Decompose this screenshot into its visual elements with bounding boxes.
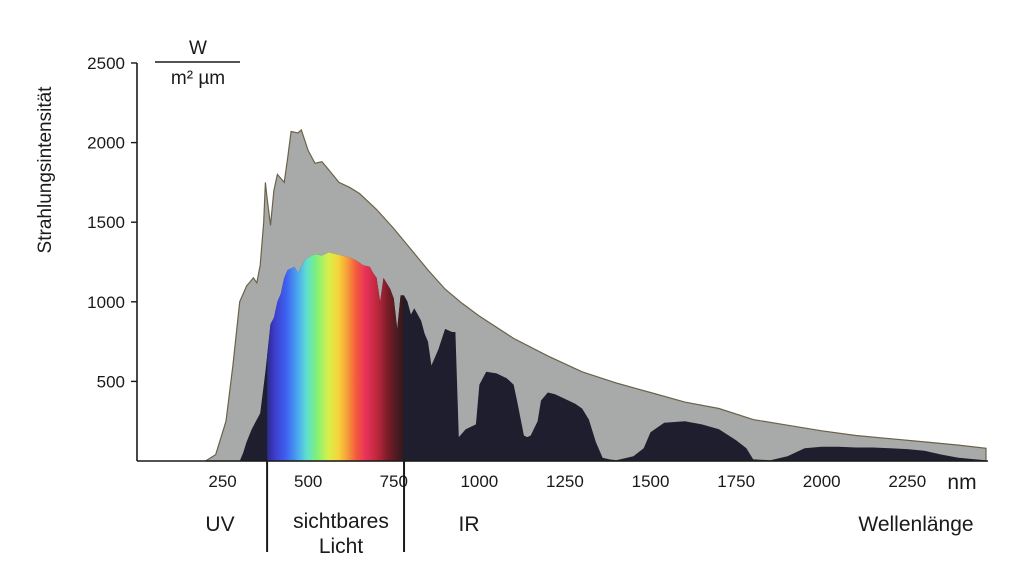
x-tick-label: 1750	[717, 472, 755, 491]
x-tick-label: 750	[380, 472, 408, 491]
x-unit-label: nm	[947, 471, 976, 494]
text-layer: Strahlungsintensität W m² µm nm Wellenlä…	[35, 38, 977, 558]
band-label-visible-line2: Licht	[319, 535, 364, 558]
surface-spectrum-area	[239, 252, 986, 461]
y-tick-label: 500	[97, 372, 125, 391]
band-label-uv: UV	[205, 513, 234, 536]
axes-layer	[131, 61, 988, 552]
x-tick-label: 1250	[546, 472, 584, 491]
x-axis-title: Wellenlänge	[858, 513, 973, 536]
band-label-visible-line1: sichtbares	[293, 510, 389, 533]
y-tick-label: 2000	[87, 134, 125, 153]
x-tick-label: 2250	[888, 472, 926, 491]
y-unit-numerator: W	[189, 38, 207, 59]
y-axis-title: Strahlungsintensität	[35, 86, 56, 254]
visible-light-spectrum-area	[267, 252, 405, 461]
y-tick-label: 1000	[87, 293, 125, 312]
x-tick-label: 1000	[460, 472, 498, 491]
x-tick-label: 1500	[632, 472, 670, 491]
x-tick-label: 250	[208, 472, 236, 491]
y-unit-denominator: m² µm	[171, 68, 225, 89]
y-tick-label: 2500	[87, 54, 125, 73]
band-label-ir: IR	[459, 513, 480, 536]
area-layer	[205, 128, 987, 462]
x-tick-label: 2000	[803, 472, 841, 491]
y-tick-label: 1500	[87, 213, 125, 232]
x-tick-label: 500	[294, 472, 322, 491]
